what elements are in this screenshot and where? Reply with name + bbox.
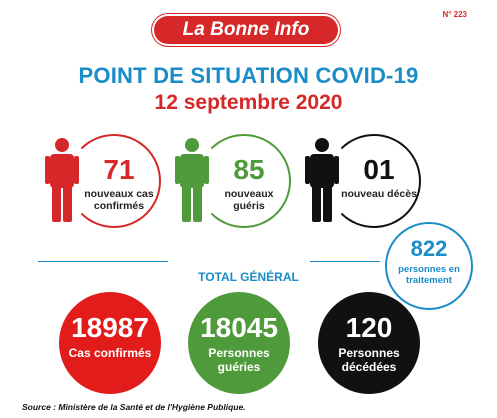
ring-decoration: [67, 134, 161, 228]
new-recovered-value: 85: [233, 154, 265, 185]
total-deaths-value: 120: [345, 312, 393, 343]
person-icon: [175, 138, 209, 222]
person-icon: [45, 138, 79, 222]
report-date: 12 septembre 2020: [154, 91, 343, 114]
total-recovered-circle: 18045 Personnes guéries: [188, 292, 290, 394]
total-deaths-circle: 120 Personnes décédées: [318, 292, 420, 394]
in-treatment-value: 822: [410, 236, 448, 261]
total-confirmed-label: Cas confirmés: [68, 346, 152, 360]
divider-left: [38, 261, 168, 262]
new-deaths-value: 01: [363, 154, 395, 185]
total-confirmed-circle: 18987 Cas confirmés: [59, 292, 161, 394]
issue-number: N° 223: [442, 10, 467, 19]
total-heading: TOTAL GÉNÉRAL: [198, 270, 299, 284]
total-recovered-value: 18045: [200, 312, 278, 343]
total-recovered-label: Personnes guéries: [208, 346, 270, 374]
in-treatment-badge: 822 personnes en traitement: [385, 222, 473, 310]
divider-right: [310, 261, 380, 262]
in-treatment-label: personnes en traitement: [398, 264, 460, 286]
source-note: Source : Ministère de la Santé et de l'H…: [22, 402, 246, 412]
total-deaths-label: Personnes décédées: [338, 346, 400, 374]
page-title: POINT DE SITUATION COVID-19: [78, 63, 419, 88]
stat-new-recovered: 85 nouveaux guéris: [175, 130, 295, 230]
person-icon: [305, 138, 339, 222]
new-deaths-label: nouveau décès: [341, 188, 417, 200]
stat-new-cases: 71 nouveaux cas confirmés: [45, 130, 165, 230]
ring-decoration: [327, 134, 421, 228]
new-recovered-label: nouveaux guéris: [224, 188, 274, 212]
new-cases-label: nouveaux cas confirmés: [84, 188, 154, 212]
stat-new-deaths: 01 nouveau décès: [305, 130, 425, 230]
new-cases-value: 71: [103, 154, 135, 185]
total-confirmed-value: 18987: [71, 312, 149, 343]
ring-decoration: [197, 134, 291, 228]
brand-logo: La Bonne Info: [154, 16, 338, 44]
